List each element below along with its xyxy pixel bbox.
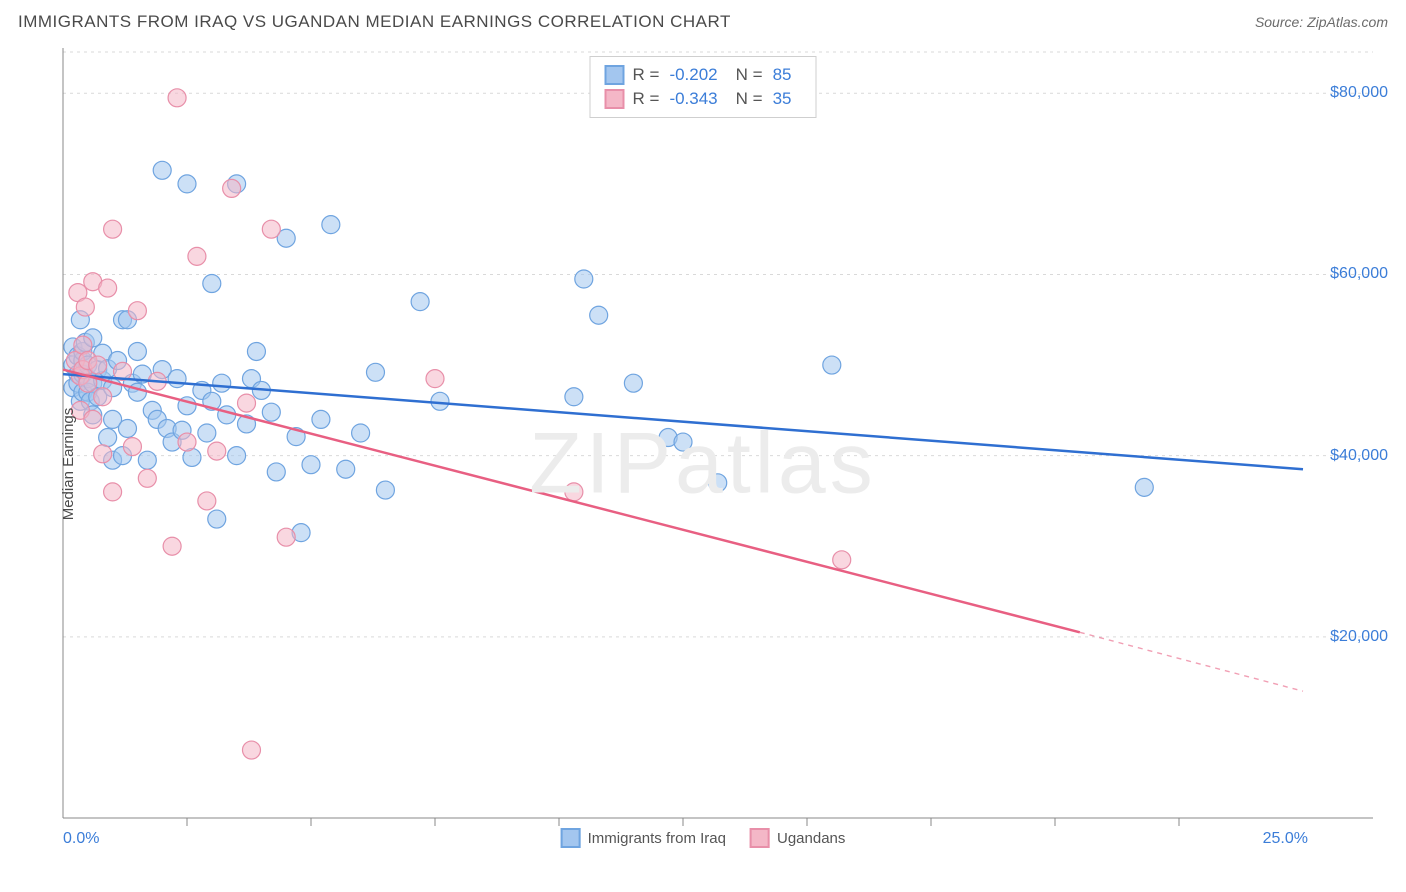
legend-item-uganda: Ugandans: [750, 828, 845, 848]
stats-row-iraq: R = -0.202 N = 85: [605, 63, 802, 87]
swatch-uganda: [750, 828, 770, 848]
swatch-iraq: [605, 65, 625, 85]
x-tick-min: 0.0%: [63, 830, 99, 848]
r-value-iraq: -0.202: [669, 65, 717, 85]
y-axis-label: Median Earnings: [60, 408, 77, 521]
n-label: N =: [736, 65, 763, 85]
n-label: N =: [736, 89, 763, 109]
source-attribution: Source: ZipAtlas.com: [1255, 14, 1388, 30]
r-label: R =: [633, 89, 660, 109]
stats-legend: R = -0.202 N = 85 R = -0.343 N = 35: [590, 56, 817, 118]
legend-label-iraq: Immigrants from Iraq: [588, 830, 726, 847]
legend-item-iraq: Immigrants from Iraq: [561, 828, 726, 848]
legend-label-uganda: Ugandans: [777, 830, 845, 847]
scatter-plot: [18, 48, 1388, 880]
r-value-uganda: -0.343: [669, 89, 717, 109]
swatch-iraq: [561, 828, 581, 848]
y-tick-label: $40,000: [1330, 447, 1388, 465]
y-tick-label: $80,000: [1330, 84, 1388, 102]
chart-container: Median Earnings ZIPatlas R = -0.202 N = …: [18, 48, 1388, 880]
x-tick-max: 25.0%: [1263, 830, 1308, 848]
stats-row-uganda: R = -0.343 N = 35: [605, 87, 802, 111]
y-tick-label: $20,000: [1330, 628, 1388, 646]
chart-title: IMMIGRANTS FROM IRAQ VS UGANDAN MEDIAN E…: [18, 12, 731, 32]
swatch-uganda: [605, 89, 625, 109]
y-tick-label: $60,000: [1330, 265, 1388, 283]
n-value-iraq: 85: [773, 65, 792, 85]
series-legend: Immigrants from Iraq Ugandans: [561, 828, 846, 848]
n-value-uganda: 35: [773, 89, 792, 109]
r-label: R =: [633, 65, 660, 85]
